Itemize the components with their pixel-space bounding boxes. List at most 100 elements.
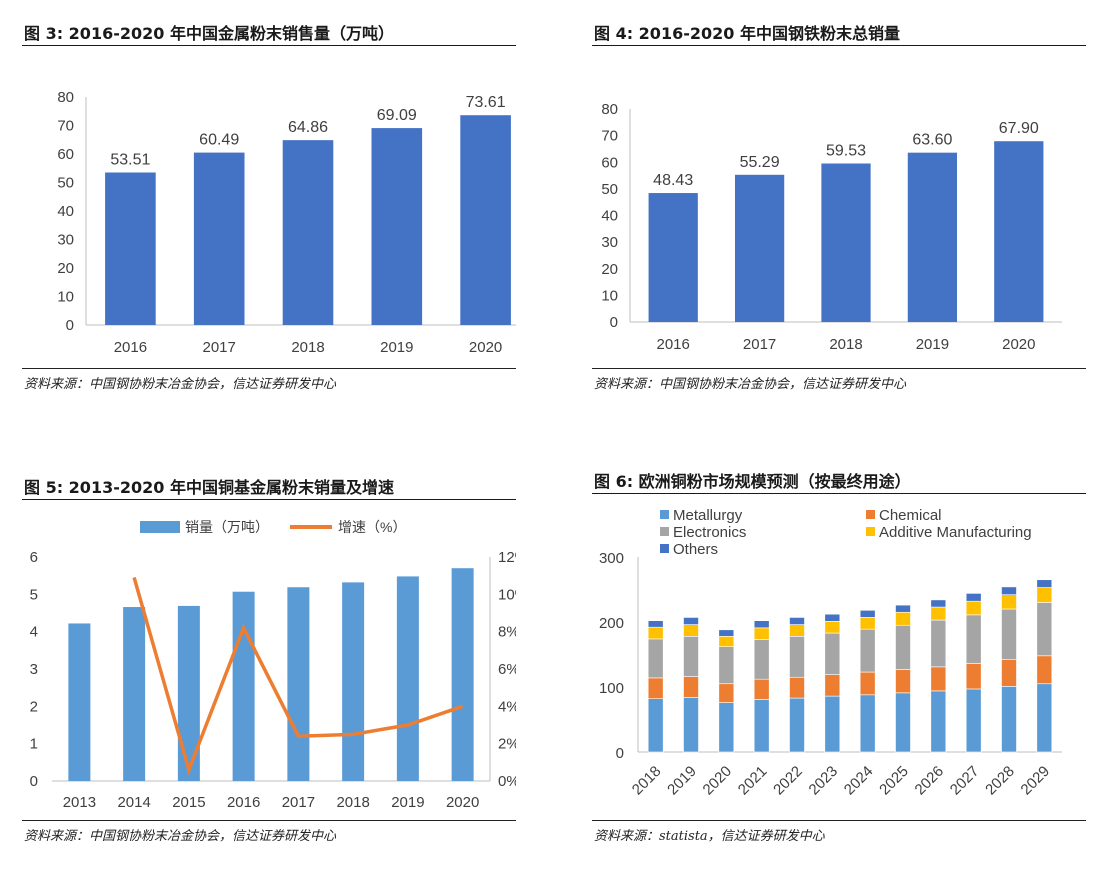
legend-swatch-sales bbox=[140, 521, 180, 533]
legend-label: Additive Manufacturing bbox=[879, 524, 1032, 541]
y-tick-label: 3 bbox=[30, 661, 38, 678]
legend-label: Metallurgy bbox=[673, 507, 743, 524]
bar-segment bbox=[789, 636, 805, 678]
bar-segment bbox=[965, 688, 982, 753]
bar-segment bbox=[753, 639, 770, 680]
x-tick-label: 2028 bbox=[982, 763, 1018, 799]
bar-segment bbox=[753, 627, 770, 640]
x-tick-label: 2029 bbox=[1018, 763, 1054, 799]
bar-segment bbox=[930, 619, 947, 668]
bar-segment bbox=[683, 697, 699, 753]
x-tick-label: 2016 bbox=[227, 794, 260, 811]
bar bbox=[105, 172, 156, 325]
y-tick-label: 1 bbox=[30, 736, 38, 753]
y-tick-label: 200 bbox=[599, 615, 624, 632]
y2-tick-label: 0% bbox=[498, 773, 516, 790]
bar-segment bbox=[683, 617, 699, 625]
bar-segment bbox=[824, 632, 841, 675]
y-tick-label: 300 bbox=[599, 550, 624, 567]
bar-segment bbox=[930, 690, 947, 753]
y-tick-label: 0 bbox=[66, 317, 74, 334]
bar-segment bbox=[965, 593, 982, 602]
figure-4-title: 图 4: 2016-2020 年中国钢铁粉末总销量 bbox=[592, 20, 1086, 46]
bar bbox=[734, 174, 785, 322]
bar-segment bbox=[824, 613, 841, 622]
figure-3-panel: 图 3: 2016-2020 年中国金属粉末销售量（万吨） 0 10 20 30 40 5… bbox=[22, 20, 516, 398]
bar-segment bbox=[647, 626, 664, 640]
legend-label: Electronics bbox=[673, 524, 746, 541]
legend-swatch bbox=[660, 544, 669, 553]
x-tick-label: 2020 bbox=[446, 794, 479, 811]
y-tick-label: 60 bbox=[601, 154, 618, 171]
y2-tick-label: 10% bbox=[498, 586, 516, 603]
bar-segment bbox=[753, 678, 770, 700]
legend-swatch bbox=[660, 527, 669, 536]
y-tick-label: 80 bbox=[57, 89, 74, 106]
data-label: 73.61 bbox=[466, 94, 506, 111]
bar-segment bbox=[930, 606, 947, 621]
y-tick-label: 6 bbox=[30, 549, 38, 566]
bar bbox=[994, 141, 1044, 322]
x-tick-label: 2019 bbox=[391, 794, 424, 811]
bar bbox=[282, 140, 334, 325]
bar-segment bbox=[965, 600, 982, 616]
x-tick-label: 2026 bbox=[912, 763, 948, 799]
x-tick-label: 2027 bbox=[947, 763, 983, 799]
bar-segment bbox=[789, 624, 805, 637]
y-tick-label: 80 bbox=[601, 101, 618, 118]
x-tick-label: 2020 bbox=[469, 339, 502, 356]
bar bbox=[451, 568, 474, 781]
bar-segment bbox=[965, 663, 982, 690]
bar-segment bbox=[718, 683, 735, 703]
x-tick-label: 2021 bbox=[735, 763, 771, 799]
x-tick-label: 2017 bbox=[282, 794, 315, 811]
x-tick-label: 2018 bbox=[629, 763, 665, 799]
bar-segment bbox=[895, 669, 911, 694]
bar-segment bbox=[647, 638, 664, 679]
data-label: 53.51 bbox=[110, 151, 150, 168]
bar-segment bbox=[895, 611, 911, 626]
legend-label-sales: 销量（万吨） bbox=[185, 519, 269, 535]
bar-segment bbox=[859, 617, 876, 630]
x-tick-label: 2016 bbox=[657, 336, 690, 353]
figure-5-source: 资料来源：中国钢协粉末冶金协会，信达证券研发中心 bbox=[22, 820, 516, 844]
y2-tick-label: 6% bbox=[498, 661, 516, 678]
x-tick-label: 2017 bbox=[203, 339, 236, 356]
bar-segment bbox=[1001, 594, 1017, 610]
bar-segment bbox=[1001, 659, 1017, 687]
y-tick-label: 70 bbox=[57, 118, 74, 135]
figure-5-chart: 0 1 2 3 4 5 6 0% 2% 4% 6% 8% 10% 12% 2013 2014 2015 2016 2… bbox=[30, 519, 516, 811]
bar-segment bbox=[789, 676, 805, 699]
x-tick-label: 2017 bbox=[743, 336, 776, 353]
y2-tick-label: 8% bbox=[498, 624, 516, 641]
bar-segment bbox=[824, 621, 841, 634]
bar-segment bbox=[718, 636, 735, 648]
y-tick-label: 60 bbox=[57, 146, 74, 163]
bar-segment bbox=[859, 628, 876, 673]
bar-segment bbox=[1036, 655, 1053, 685]
y-tick-label: 20 bbox=[601, 261, 618, 278]
bar-segment bbox=[718, 646, 735, 685]
x-tick-label: 2020 bbox=[700, 763, 736, 799]
bar-segment bbox=[647, 677, 664, 699]
figure-5-panel: 图 5: 2013-2020 年中国铜基金属粉末销量及增速 0 1 2 3 4 5 6 0% 2… bbox=[22, 474, 516, 848]
legend-label: Others bbox=[673, 541, 718, 558]
x-tick-label: 2025 bbox=[876, 763, 912, 799]
bar-segment bbox=[824, 695, 841, 753]
legend-swatch bbox=[866, 527, 875, 536]
bar-segment bbox=[718, 702, 735, 753]
figure-3-title: 图 3: 2016-2020 年中国金属粉末销售量（万吨） bbox=[22, 20, 516, 46]
bar bbox=[907, 152, 958, 322]
figure-6-source: 资料来源：statista，信达证券研发中心 bbox=[592, 820, 1086, 844]
data-label: 59.53 bbox=[826, 143, 866, 160]
bar-segment bbox=[753, 699, 770, 753]
y-tick-label: 30 bbox=[601, 234, 618, 251]
bar-segment bbox=[895, 604, 911, 613]
bar-segment bbox=[1001, 586, 1017, 596]
figure-3-chart: 0 10 20 30 40 50 60 70 80 53.51 2016 60.49 2017 64.86… bbox=[57, 89, 516, 356]
x-tick-label: 2016 bbox=[114, 339, 147, 356]
data-label: 60.49 bbox=[199, 132, 239, 149]
y-tick-label: 70 bbox=[601, 128, 618, 145]
bar-segment bbox=[1036, 683, 1053, 753]
x-tick-label: 2018 bbox=[829, 336, 862, 353]
